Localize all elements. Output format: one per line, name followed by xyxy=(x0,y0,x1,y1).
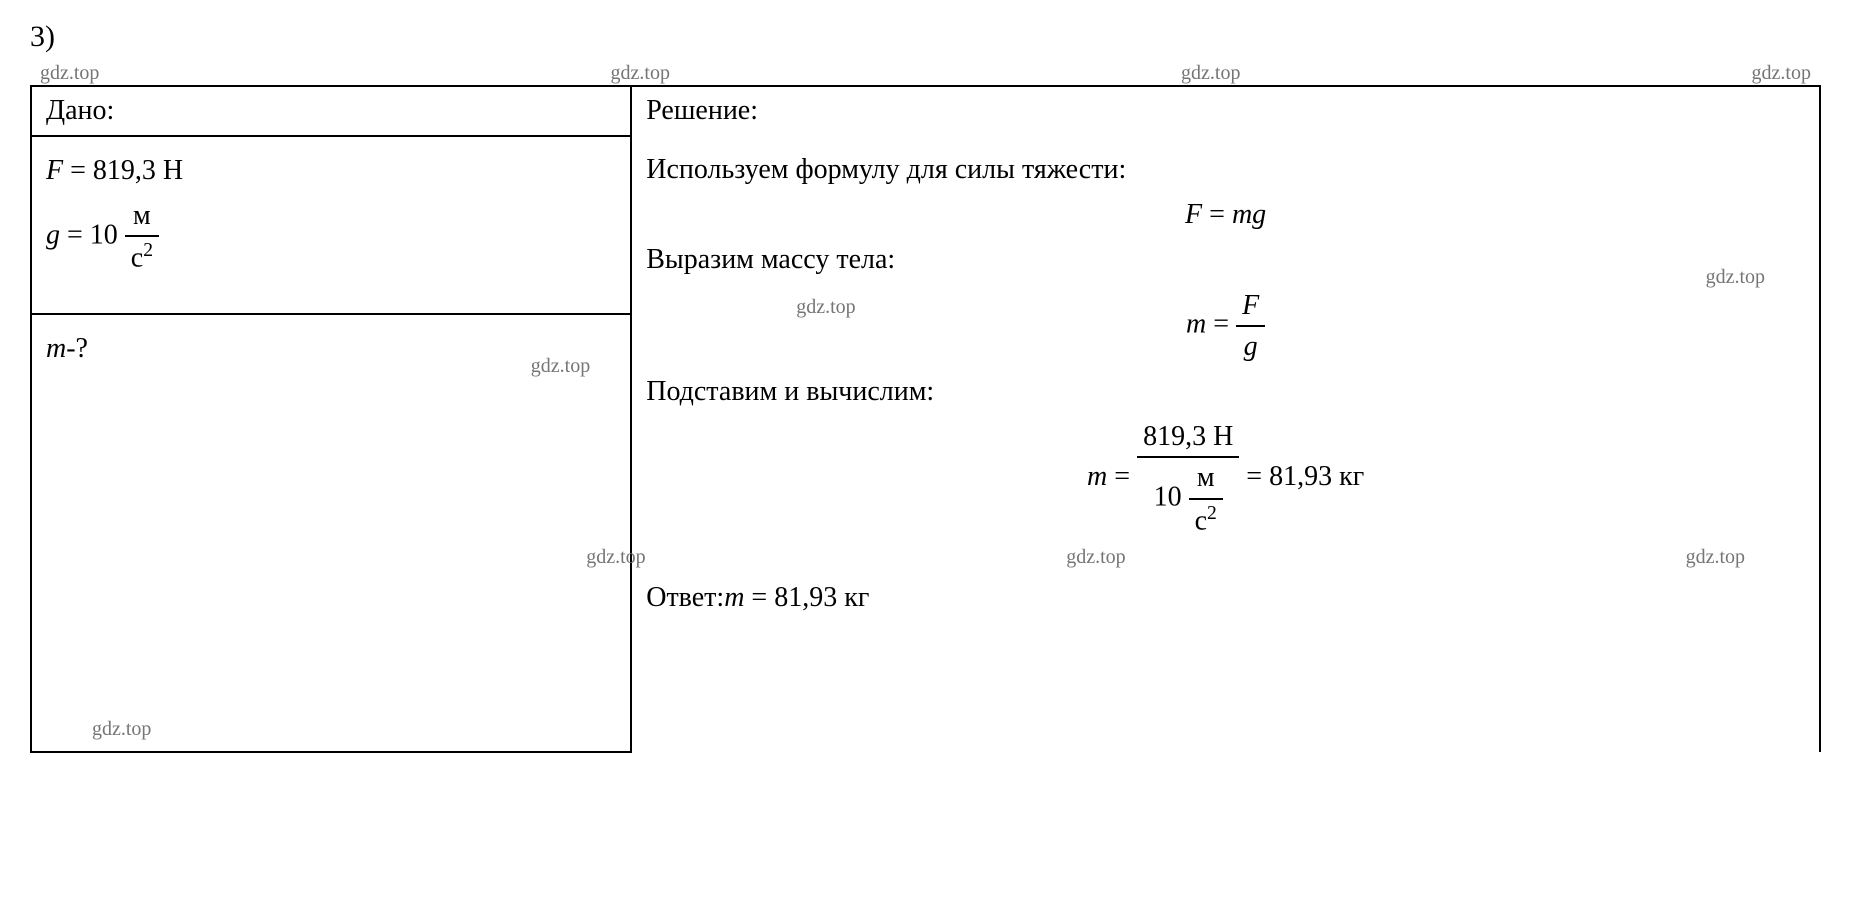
g-unit-den-base: с xyxy=(131,243,143,274)
solution-line-2: Выразим массу тела: xyxy=(646,240,1805,279)
eq3-m: m xyxy=(1087,461,1107,492)
watermark-row-top: gdz.top gdz.top gdz.top gdz.top xyxy=(30,62,1821,85)
eq2-num: F xyxy=(1236,286,1265,327)
eq3-den-unit-sup: 2 xyxy=(1207,503,1217,524)
eq3-den-unit-num: м xyxy=(1189,458,1223,499)
answer-line: Ответ:m = 81,93 кг xyxy=(646,578,1805,617)
eq3-den-val: 10 xyxy=(1154,482,1189,513)
watermark: gdz.top xyxy=(1181,62,1240,85)
force-symbol: F xyxy=(46,155,63,186)
eq1-F: F xyxy=(1185,199,1202,230)
eq3-frac: 819,3 Н10 мс2 xyxy=(1137,417,1239,540)
eq1-eq: = xyxy=(1202,199,1232,230)
watermark: gdz.top xyxy=(611,62,670,85)
solution-line-3: Подставим и вычислим: xyxy=(646,372,1805,411)
watermark: gdz.top xyxy=(796,296,855,319)
find-suffix: -? xyxy=(66,333,88,364)
eq2-den: g xyxy=(1236,327,1265,366)
eq3-num: 819,3 Н xyxy=(1137,417,1239,458)
solution-line-1: Используем формулу для силы тяжести: xyxy=(646,150,1805,189)
force-value: = 819,3 Н xyxy=(63,155,183,186)
watermark: gdz.top xyxy=(92,718,151,741)
g-line: g = 10 мс2 xyxy=(46,196,616,278)
g-unit-den: с2 xyxy=(125,237,159,278)
g-symbol: g xyxy=(46,219,60,250)
g-unit-num: м xyxy=(125,196,159,237)
eq3-den-unit-den-base: с xyxy=(1195,505,1207,536)
solution-body-cell: Используем формулу для силы тяжести: F =… xyxy=(631,136,1820,752)
find-cell: m-? gdz.top gdz.top xyxy=(31,314,631,752)
eq3-result: = 81,93 кг xyxy=(1239,461,1364,492)
eq2-frac: Fg xyxy=(1236,286,1265,366)
eq3-den: 10 мс2 xyxy=(1137,458,1239,540)
given-values-cell: F = 819,3 Н g = 10 мс2 xyxy=(31,136,631,314)
find-symbol: m xyxy=(46,333,66,364)
problem-table: Дано: Решение: F = 819,3 Н g = 10 мс2 Ис… xyxy=(30,85,1821,753)
watermark: gdz.top xyxy=(1706,266,1765,289)
answer-val: = 81,93 кг xyxy=(744,582,869,613)
solution-header-cell: Решение: xyxy=(631,86,1820,136)
eq3: m = 819,3 Н10 мс2 = 81,93 кг xyxy=(646,417,1805,540)
eq1: F = mg xyxy=(646,195,1805,234)
eq3-den-unit-den: с2 xyxy=(1189,500,1223,541)
g-unit-den-sup: 2 xyxy=(143,240,153,261)
watermark: gdz.top xyxy=(40,62,99,85)
g-unit-frac: мс2 xyxy=(125,196,159,278)
eq3-den-unit-frac: мс2 xyxy=(1189,458,1223,540)
eq2-m: m xyxy=(1186,308,1206,339)
answer-label: Ответ: xyxy=(646,582,724,613)
problem-number: 3) xyxy=(30,20,1821,54)
answer-m: m xyxy=(724,582,744,613)
eq2-eq: = xyxy=(1206,308,1236,339)
force-line: F = 819,3 Н xyxy=(46,151,616,190)
given-header: Дано: xyxy=(46,95,114,126)
given-header-cell: Дано: xyxy=(31,86,631,136)
eq1-m: m xyxy=(1232,199,1252,230)
watermark: gdz.top xyxy=(1066,546,1125,569)
g-value: = 10 xyxy=(60,219,125,250)
eq1-g: g xyxy=(1252,199,1266,230)
solution-header: Решение: xyxy=(646,95,758,126)
watermark: gdz.top xyxy=(531,355,590,378)
eq3-eq: = xyxy=(1107,461,1137,492)
watermark: gdz.top xyxy=(1752,62,1811,85)
watermark: gdz.top xyxy=(1686,546,1745,569)
